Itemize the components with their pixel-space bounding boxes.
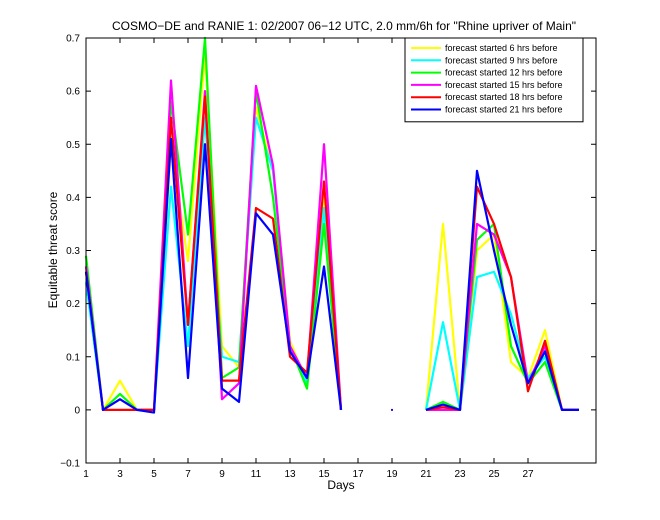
y-tick-label: 0.6	[66, 87, 80, 98]
x-axis-ticks: 1 3 5 7 9 11 13 15 17 19 21 23 25 27	[83, 38, 534, 480]
y-axis-label: Equitable threat score	[46, 191, 60, 308]
series-segment	[425, 185, 579, 411]
y-tick-label: 0.1	[66, 352, 80, 363]
series-line	[84, 79, 579, 411]
legend-entry: forecast started 15 hrs before	[411, 80, 563, 90]
legend-entry: forecast started 6 hrs before	[411, 43, 558, 53]
y-tick-label: 0	[74, 405, 80, 416]
y-tick-label: 0.4	[66, 193, 80, 204]
x-tick-label: 15	[318, 469, 330, 480]
legend-entry: forecast started 18 hrs before	[411, 92, 563, 102]
series-lines	[84, 36, 579, 414]
legend-entry: forecast started 9 hrs before	[411, 55, 558, 65]
legend-label: forecast started 18 hrs before	[445, 92, 563, 102]
x-tick-label: 7	[185, 469, 191, 480]
series-segment	[425, 169, 579, 411]
series-segment	[84, 36, 343, 411]
x-tick-label: 25	[488, 469, 500, 480]
x-tick-label: 9	[219, 469, 225, 480]
legend: forecast started 6 hrs before forecast st…	[404, 37, 584, 123]
y-tick-label: 0.7	[66, 34, 80, 45]
series-line	[84, 137, 579, 414]
x-tick-label: 11	[251, 469, 262, 480]
x-tick-label: 3	[117, 469, 123, 480]
x-tick-label: 1	[83, 469, 89, 480]
x-tick-label: 27	[522, 469, 534, 480]
series-segment	[424, 222, 579, 411]
legend-label: forecast started 12 hrs before	[445, 68, 563, 78]
y-tick-label: 0.3	[66, 246, 80, 257]
legend-entry: forecast started 21 hrs before	[411, 105, 563, 115]
y-tick-label: −0.1	[60, 459, 80, 470]
series-segment	[84, 137, 343, 414]
chart-title: COSMO−DE and RANIE 1: 02/2007 06−12 UTC,…	[112, 19, 576, 33]
series-point	[391, 408, 393, 411]
series-line	[84, 95, 579, 411]
x-tick-label: 21	[420, 469, 432, 480]
legend-box	[404, 37, 584, 123]
legend-label: forecast started 6 hrs before	[445, 43, 558, 53]
legend-label: forecast started 9 hrs before	[445, 55, 558, 65]
y-tick-label: 0.2	[66, 299, 80, 310]
y-tick-label: 0.5	[66, 140, 80, 151]
legend-label: forecast started 21 hrs before	[445, 105, 563, 115]
x-tick-label: 19	[386, 469, 398, 480]
x-tick-label: 13	[284, 469, 296, 480]
x-tick-label: 5	[151, 469, 157, 480]
legend-label: forecast started 15 hrs before	[445, 80, 563, 90]
legend-entry: forecast started 12 hrs before	[411, 68, 563, 78]
x-axis-label: Days	[327, 478, 354, 492]
x-tick-label: 23	[454, 469, 466, 480]
x-tick-label: 17	[352, 469, 364, 480]
y-axis-ticks: −0.1 0 0.1 0.2 0.3 0.4 0.5 0.6 0.7	[60, 34, 596, 470]
